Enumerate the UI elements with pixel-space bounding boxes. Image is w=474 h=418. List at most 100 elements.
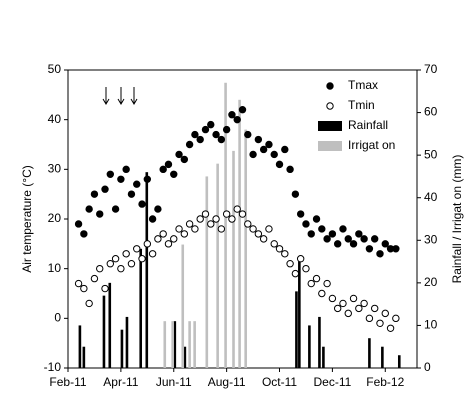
point [265,140,273,149]
point [281,145,289,154]
point [96,210,104,218]
bar [120,329,124,368]
bar [125,316,129,368]
point [159,230,167,238]
point [323,235,331,243]
x-tick-label: Dec-11 [313,375,351,389]
bar [224,82,227,369]
point [106,260,115,268]
point [307,230,315,238]
x-tick-label: Feb-11 [49,375,86,389]
bar [145,172,149,368]
point [376,250,384,258]
legend-swatch [318,121,342,131]
legend-label: Tmax [348,78,378,92]
bar [108,282,112,368]
point [106,170,115,179]
point [143,175,152,183]
legend-swatch [318,141,342,151]
point [154,205,162,213]
point [381,240,389,248]
point [238,106,247,114]
y2-tick-label: 30 [424,232,438,246]
y-tick-label: 40 [48,112,62,126]
bar [368,338,371,368]
point [296,255,305,263]
point [148,250,157,258]
point [376,319,384,327]
point [101,185,109,193]
point [291,190,300,198]
point [170,235,178,243]
point [365,314,374,323]
plot-frame [67,69,418,369]
point [323,279,331,288]
point [117,175,125,183]
point [381,309,389,318]
y-tick-label: 0 [54,311,61,325]
point [201,125,210,134]
bar [322,346,325,368]
bar [188,321,191,368]
point [133,180,141,188]
point [370,304,379,313]
point [355,230,363,238]
point [191,225,199,233]
point [333,304,342,313]
point [185,140,194,149]
legend-label: Irrigat on [348,138,395,152]
bar [181,244,185,368]
point [360,235,368,243]
bar [238,99,241,369]
point [365,245,374,253]
x-tick-label: Aug-11 [208,375,246,389]
point [249,150,257,159]
point [392,314,400,323]
bar [205,176,209,368]
point [254,135,263,144]
y-axis-title: Air temperature (°C) [20,165,34,273]
x-tick-label: Apr-11 [103,375,138,389]
point [244,130,252,139]
bar [298,261,301,368]
bar [171,321,174,368]
point [286,260,294,268]
point [307,279,315,288]
point [349,240,358,248]
point [185,220,194,228]
point [392,245,400,253]
point [175,150,183,159]
point [328,230,337,238]
point [127,260,136,268]
point [370,235,379,243]
point [238,210,247,218]
y2-tick-label: 40 [424,190,438,204]
point [170,170,178,179]
point [270,150,278,159]
y2-tick-label: 20 [424,275,438,289]
point [233,205,241,213]
point [339,299,347,308]
point [111,205,120,213]
point [228,215,236,223]
point [259,145,268,154]
point [270,240,278,248]
point [143,240,152,248]
y-tick-label: 30 [48,162,62,176]
point [148,215,157,223]
bar [295,291,298,368]
bar [397,355,401,368]
point [291,269,300,278]
point [212,215,220,223]
y2-tick-label: 50 [424,147,438,161]
point [101,284,109,293]
x-tick-label: Oct-11 [262,375,297,389]
point [111,255,120,263]
point [275,245,284,253]
point [386,324,395,332]
point [302,220,310,228]
y2-tick-label: 10 [424,318,438,332]
x-tick-label: Feb-12 [366,375,404,389]
point [80,230,88,238]
